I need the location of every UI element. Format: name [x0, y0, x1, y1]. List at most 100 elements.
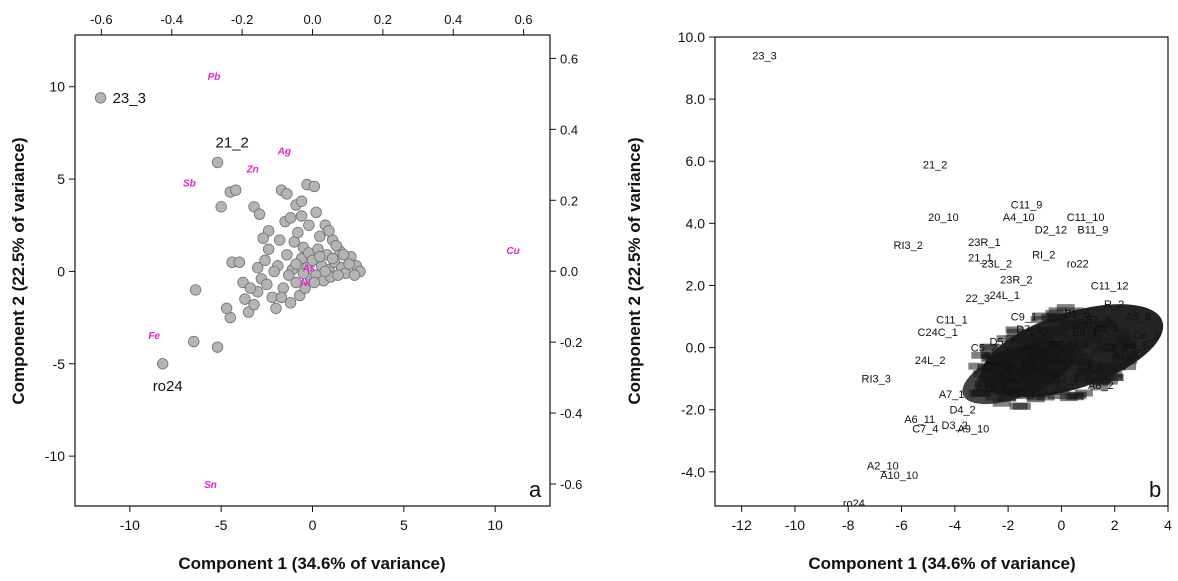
panel-b-cloud-label-mark: [1098, 324, 1117, 332]
panel-b-cloud-label-mark: [1060, 322, 1079, 330]
panel-a-score-point: [233, 256, 246, 268]
panel-a-top-tick-label: 0.2: [374, 12, 392, 27]
panel-b-observation-label: D2_12: [1035, 225, 1067, 237]
panel-b-cloud-label-mark: [1048, 307, 1067, 315]
panel-a-score-point: [295, 210, 308, 222]
panel-a-loading-label: Ag: [277, 147, 291, 158]
panel-a-score-point: [215, 201, 227, 213]
panel-a-top-tick-label: 0.4: [444, 12, 462, 27]
panel-a-score-point: [310, 206, 322, 219]
panel-b-cloud-label-mark: [1032, 312, 1051, 320]
panel-b-observation-label: B11_9: [1077, 225, 1108, 237]
panel-b-cloud-label-mark: [1044, 364, 1063, 372]
panel-b-cloud-label-mark: [981, 371, 1000, 379]
panel-a-score-point: [251, 262, 264, 274]
panel-b-observation-label: 23L_2: [981, 259, 1012, 271]
panel-a-score-point: [268, 265, 280, 278]
panel-a: -10 -5 0 5 10 -10 -5 0 5 10 -0.6 -0.4 -0.2 0.0 0.2 0.…: [9, 12, 582, 573]
panel-a-score-point: [290, 258, 302, 270]
panel-a-loading-label: Cu: [506, 246, 519, 257]
panel-a-top-tick-label: -0.2: [231, 12, 253, 27]
panel-a-y-tick-label: -5: [53, 356, 66, 372]
panel-a-score-point: [211, 341, 224, 353]
panel-b-observation-label: A12_4: [1029, 349, 1061, 361]
panel-a-right-axis: -0.6 -0.4 -0.2 0.0 0.2 0.4 0.6: [550, 51, 582, 492]
panel-b-x-tick-label: 0: [1058, 517, 1066, 533]
panel-b-observation-label: RI_2: [1032, 249, 1055, 261]
panel-b-observation-label: C11_10: [1067, 212, 1105, 224]
panel-b-cloud-label-mark: [1059, 341, 1078, 349]
panel-b-y-tick-label: -4.0: [681, 464, 705, 480]
panel-b-observation-label: A11_5: [976, 383, 1007, 395]
panel-a-score-point: [343, 258, 355, 270]
panel-a-x-tick-label: -5: [215, 517, 228, 533]
panel-a-y-tick-label: 10: [49, 79, 65, 95]
panel-b-cloud-label-mark: [997, 393, 1016, 401]
panel-b-x-tick-label: -4: [949, 517, 962, 533]
panel-a-score-point: [308, 276, 321, 289]
panel-b-cloud-label-mark: [1030, 371, 1049, 379]
panel-b-cloud-label-mark: [1090, 383, 1109, 391]
panel-b-cloud-label-mark: [1080, 362, 1099, 370]
panel-a-plot-area: [74, 34, 551, 507]
panel-b-cloud-label-mark: [1065, 334, 1084, 342]
panel-a-y-tick-label: 0: [57, 263, 65, 279]
panel-a-score-point: [319, 265, 331, 278]
panel-b-observation-label: R_2: [1104, 299, 1124, 311]
panel-a-top-axis: -0.6 -0.4 -0.2 0.0 0.2 0.4 0.6: [90, 12, 533, 35]
panel-b-observation-label: C11_12: [1091, 280, 1129, 292]
panel-b-cloud-label-mark: [1043, 351, 1062, 359]
panel-b-dense-label-cloud: [962, 304, 1164, 410]
panel-b-y-tick-label: 6.0: [686, 153, 706, 169]
panel-b-x-axis-title: Component 1 (34.6% of variance): [808, 554, 1075, 573]
panel-b-cloud-label-mark: [1003, 357, 1022, 365]
panel-b-observation-label: B3_8: [1123, 339, 1149, 351]
panel-a-x-tick-label: 10: [487, 517, 503, 533]
panel-b-observation-label: A8_2: [1088, 380, 1114, 392]
panel-b-cloud-label-mark: [981, 344, 1000, 352]
panel-a-score-point: [323, 225, 335, 237]
panel-b-cloud-label-mark: [1113, 334, 1132, 342]
panel-b-cloud-label-mark: [992, 399, 1011, 407]
panel-a-right-tick-label: -0.2: [560, 335, 582, 350]
panel-b-cloud-label-mark: [1035, 375, 1054, 383]
panel-b-observation-label: C11_1: [936, 315, 968, 327]
panel-a-score-point: [220, 302, 233, 315]
panel-b-cloud-label-mark: [1047, 392, 1066, 400]
panel-b-cloud-label-mark: [1022, 383, 1041, 391]
panel-b-cloud-label-mark: [971, 351, 990, 359]
panel-a-score-point: [273, 234, 286, 246]
panel-b-observation-label: C9_1: [1011, 312, 1037, 324]
panel-a-right-tick-label: 0.2: [560, 193, 578, 208]
panel-b-cloud-label-mark: [1044, 330, 1063, 338]
panel-b-observation-label: C5_2: [971, 343, 997, 355]
panel-b-x-axis: -12 -10 -8 -6 -4 -2 0 2 4: [732, 506, 1172, 533]
panel-b-observation-label: ro22: [1067, 259, 1089, 271]
panel-b-observation-label: B2_3: [1053, 374, 1079, 386]
panel-b-cloud-label-mark: [989, 365, 1008, 373]
panel-b-cloud-label-mark: [1006, 328, 1025, 336]
panel-b-cloud-label-mark: [1021, 331, 1040, 339]
panel-a-score-point: [284, 212, 297, 224]
panel-b-x-tick-label: -8: [842, 517, 855, 533]
panel-a-loading-label: Fe: [148, 331, 160, 342]
panel-a-score-point: [259, 254, 271, 267]
panel-b-cloud-label-mark: [1044, 340, 1063, 348]
panel-b-observation-label: 22_3: [965, 293, 989, 305]
panel-b-cloud-label-mark: [1091, 345, 1110, 353]
panel-b-cloud-label-mark: [1026, 393, 1045, 401]
panel-b-observation-label: B1_6: [1064, 308, 1090, 320]
panel-b-cloud-label-mark: [1118, 362, 1137, 370]
panel-b-observation-label: A1_3: [1112, 349, 1138, 361]
panel-b: -4.0 -2.0 0.0 2.0 4.0 6.0 8.0 10.0 -12 -10 -8 -6 -4…: [625, 29, 1172, 573]
panel-a-top-tick-label: 0.6: [515, 12, 533, 27]
panel-a-score-point: [303, 219, 315, 231]
panel-b-cloud-label-mark: [1119, 342, 1138, 350]
panel-a-score-point: [244, 282, 257, 294]
panel-b-cloud-label-mark: [1064, 348, 1083, 356]
panel-b-cloud-label-mark: [996, 335, 1015, 343]
panel-b-observation-label: D6_3: [1133, 330, 1159, 342]
panel-b-observation-label: A4_10: [1003, 212, 1035, 224]
panel-b-y-tick-label: 8.0: [686, 91, 706, 107]
